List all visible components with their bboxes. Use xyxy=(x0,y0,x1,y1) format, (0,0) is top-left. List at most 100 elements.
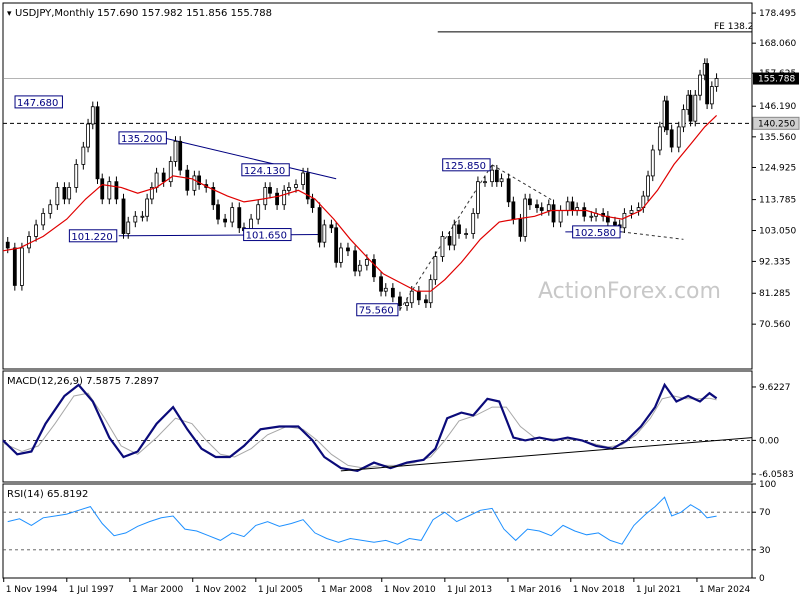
candle-body xyxy=(490,169,494,183)
price-axis: 178.495168.060157.625146.190135.560124.9… xyxy=(752,9,796,330)
x-tick-label: 1 Nov 2018 xyxy=(573,585,625,595)
candle-body xyxy=(346,247,350,252)
candle-body xyxy=(499,178,504,183)
price-y-tick-label: 70.560 xyxy=(759,320,791,330)
rsi-y-tick-label: 30 xyxy=(759,546,771,556)
candle-body xyxy=(67,187,72,200)
candle-body xyxy=(5,241,10,249)
candle-body xyxy=(121,198,126,234)
price-marker-box xyxy=(442,158,491,172)
candle-body xyxy=(161,172,166,183)
candle-body xyxy=(714,78,719,87)
candle-body xyxy=(372,259,376,278)
candle-body xyxy=(364,259,369,266)
candle-body xyxy=(55,187,60,206)
candle-body xyxy=(256,204,261,220)
candle-body xyxy=(114,181,119,200)
candle-body xyxy=(305,172,310,200)
price-marker-box xyxy=(241,163,290,177)
candle-body xyxy=(705,63,710,105)
candle-body xyxy=(41,212,46,226)
candle-body xyxy=(282,189,287,206)
price-trendline xyxy=(621,231,684,240)
candle-body xyxy=(286,187,291,191)
macd-y-tick-label: 9.6227 xyxy=(759,383,791,393)
candle-body xyxy=(86,123,90,148)
candle-body xyxy=(636,207,641,211)
candle-body xyxy=(551,204,556,223)
price-y-tick-label: 168.060 xyxy=(759,39,796,49)
candle-body xyxy=(688,94,693,122)
candle-body xyxy=(275,192,279,206)
chart-symbol-icon: ▾ xyxy=(7,9,12,19)
candle-body xyxy=(589,215,594,218)
candle-body xyxy=(433,256,438,281)
price-marker-label: 125.850 xyxy=(445,161,486,172)
candle-body xyxy=(613,221,617,226)
candle-body xyxy=(126,221,131,234)
candle-body xyxy=(570,201,575,211)
candle-body xyxy=(310,198,315,209)
candle-body xyxy=(173,140,178,162)
price-y-tick-label: 92.335 xyxy=(759,257,791,267)
price-marker-box xyxy=(14,95,63,109)
x-tick-label: 1 Mar 2008 xyxy=(321,585,373,595)
rsi-title: RSI(14) 65.8192 xyxy=(7,489,88,500)
x-tick-label: 1 Nov 2002 xyxy=(195,585,247,595)
macd-layer: 9.6227 0.00 -6.0583 xyxy=(2,382,794,480)
candle-body xyxy=(178,140,183,171)
last-price-tag xyxy=(753,72,799,85)
candle-body xyxy=(650,149,655,177)
candle-body xyxy=(379,276,383,292)
price-y-tick-label: 81.285 xyxy=(759,289,791,299)
candle-body xyxy=(657,126,662,151)
candle-body xyxy=(334,227,339,263)
price-y-tick-label: 103.050 xyxy=(759,227,796,237)
candle-body xyxy=(211,187,216,206)
x-tick-label: 1 Nov 2010 xyxy=(384,585,436,595)
macd-title: MACD(12,26,9) 7.5875 7.2897 xyxy=(7,376,159,387)
price-marker-label: 124.130 xyxy=(244,166,285,177)
candle-body xyxy=(447,236,452,246)
candle-body xyxy=(665,100,669,131)
price-markers: 147.680 135.200 101.220 124.130 101.650 75.56… xyxy=(14,72,799,317)
price-marker-label: 101.650 xyxy=(246,231,287,242)
candle-body xyxy=(216,204,220,220)
candle-body xyxy=(494,169,499,183)
candle-body xyxy=(133,215,138,223)
price-marker-box xyxy=(68,229,118,243)
candle-body xyxy=(154,172,159,188)
x-tick-label: 1 Jul 2005 xyxy=(258,585,303,595)
hline-tag-label: 140.250 xyxy=(758,119,795,129)
candle-body xyxy=(483,181,487,184)
candle-body xyxy=(338,247,343,263)
rsi-panel-frame xyxy=(2,483,753,579)
candle-body xyxy=(107,181,112,200)
price-marker-box xyxy=(356,303,399,317)
rsi-layer: 100 70 30 0 xyxy=(3,480,776,584)
candle-body xyxy=(511,201,516,220)
candle-body xyxy=(223,218,228,223)
price-marker-label: 75.560 xyxy=(359,306,394,317)
candle-body xyxy=(145,198,150,217)
macd-trendline xyxy=(340,437,753,472)
candle-body xyxy=(457,224,461,234)
candle-body xyxy=(34,224,38,237)
candle-body xyxy=(197,175,202,185)
candle-body xyxy=(12,247,17,286)
candle-body xyxy=(693,94,698,122)
candle-body xyxy=(383,287,388,292)
candle-body xyxy=(237,207,242,229)
rsi-line xyxy=(7,496,717,545)
price-trendline xyxy=(399,164,493,311)
sma-line xyxy=(2,114,718,292)
candle-body xyxy=(140,215,145,218)
candle-body xyxy=(539,207,544,211)
candle-body xyxy=(681,109,686,128)
macd-line xyxy=(2,382,718,473)
candle-body xyxy=(357,264,362,272)
watermark: ActionForex.com xyxy=(538,279,721,304)
candle-body xyxy=(48,204,53,214)
candle-body xyxy=(476,181,480,214)
